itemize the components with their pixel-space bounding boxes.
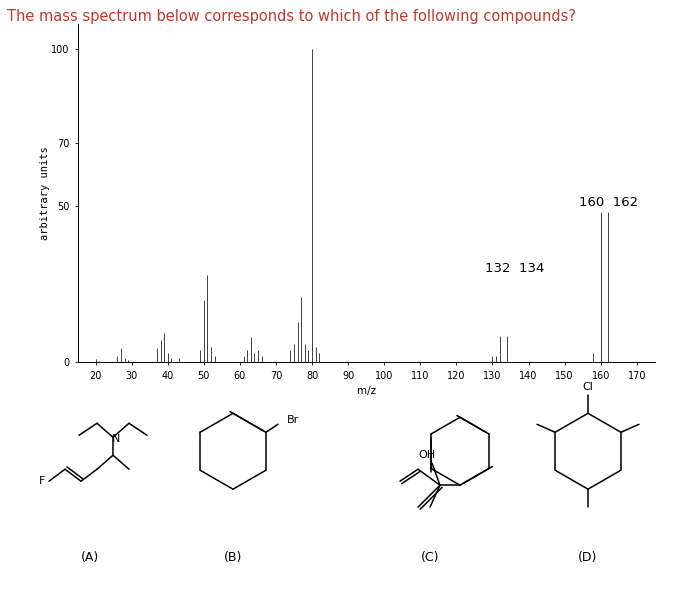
Text: 132  134: 132 134 <box>485 262 545 275</box>
Text: The mass spectrum below corresponds to which of the following compounds?: The mass spectrum below corresponds to w… <box>7 9 576 24</box>
Text: (D): (D) <box>578 550 597 564</box>
Text: (C): (C) <box>421 550 439 564</box>
Text: 160  162: 160 162 <box>579 196 638 209</box>
Y-axis label: arbitrary units: arbitrary units <box>40 146 49 240</box>
Text: Cl: Cl <box>583 382 593 392</box>
Text: OH: OH <box>418 450 435 460</box>
Text: Br: Br <box>287 415 299 425</box>
X-axis label: m/z: m/z <box>356 386 376 397</box>
Text: F: F <box>38 476 45 486</box>
Text: N: N <box>112 434 120 444</box>
Text: (A): (A) <box>81 550 99 564</box>
Text: (B): (B) <box>224 550 242 564</box>
